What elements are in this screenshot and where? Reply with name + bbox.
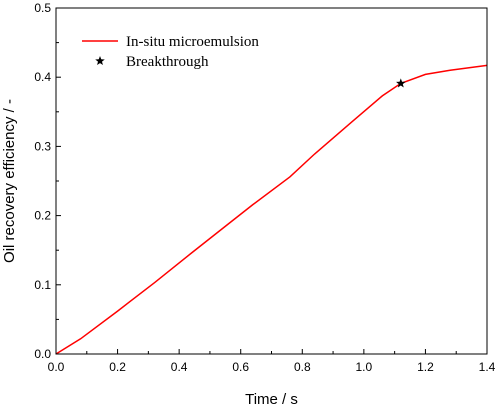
series-line bbox=[55, 64, 488, 355]
series-layer bbox=[55, 64, 488, 355]
y-tick-label: 0.5 bbox=[34, 1, 51, 15]
y-tick-label: 0.0 bbox=[34, 347, 51, 361]
x-axis-ticks: 0.0 0.2 0.4 0.6 0.8 1.0 1.2 1.4 bbox=[48, 349, 496, 374]
legend-label-series: In-situ microemulsion bbox=[126, 34, 259, 50]
x-axis-label: Time / s bbox=[245, 391, 298, 408]
legend-label-breakthrough: Breakthrough bbox=[126, 54, 209, 70]
y-axis-label: Oil recovery efficiency / - bbox=[1, 99, 18, 263]
y-tick-label: 0.2 bbox=[34, 209, 51, 223]
y-tick-label: 0.4 bbox=[34, 70, 51, 84]
x-tick-label: 1.4 bbox=[479, 360, 496, 374]
y-tick-label: 0.1 bbox=[34, 278, 51, 292]
legend-star-icon bbox=[95, 56, 105, 66]
breakthrough-star-marker bbox=[396, 78, 406, 88]
x-tick-label: 0.0 bbox=[48, 360, 65, 374]
x-tick-label: 1.0 bbox=[356, 360, 373, 374]
plot-frame bbox=[55, 7, 488, 355]
y-tick-label: 0.3 bbox=[34, 139, 51, 153]
y-axis-ticks: 0.0 0.1 0.2 0.3 0.4 0.5 bbox=[34, 1, 61, 361]
x-tick-label: 0.4 bbox=[171, 360, 188, 374]
x-tick-label: 0.2 bbox=[109, 360, 126, 374]
legend: In-situ microemulsion Breakthrough bbox=[82, 34, 259, 70]
x-tick-label: 0.6 bbox=[232, 360, 249, 374]
x-tick-label: 0.8 bbox=[294, 360, 311, 374]
x-tick-label: 1.2 bbox=[417, 360, 434, 374]
